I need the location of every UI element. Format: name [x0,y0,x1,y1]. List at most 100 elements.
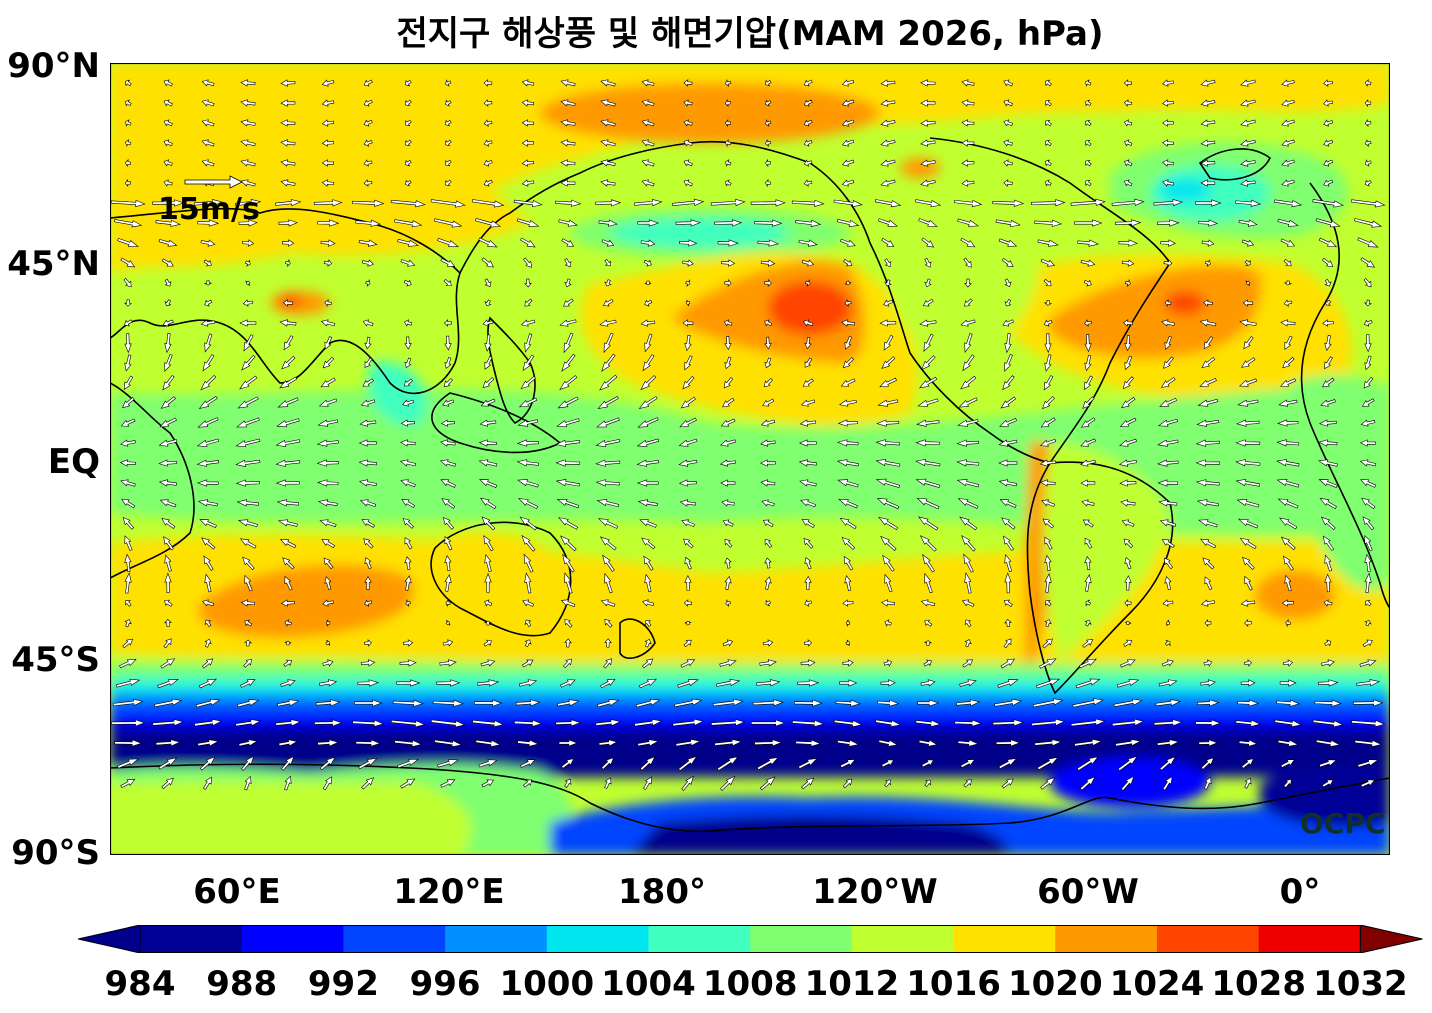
wind-vector [1111,198,1145,207]
wind-vector [114,739,143,747]
colorbar-label-1000: 1000 [499,964,595,1004]
wind-vector [957,218,979,227]
wind-vector [1044,333,1052,354]
wind-vector [992,199,1025,207]
wind-vector [679,417,697,428]
wind-vector [760,439,776,447]
wind-vector [1157,439,1179,447]
wind-vector [1362,516,1375,531]
wind-vector [239,319,257,327]
wind-vector [917,398,939,407]
wind-vector [641,537,656,550]
wind-vector [483,535,494,552]
wind-vector [275,719,302,727]
wind-vectors [110,79,1386,791]
wind-vector [998,459,1018,467]
reference-vector: 15m/s [158,175,260,227]
wind-vector [679,499,697,507]
wind-vector [321,159,335,167]
wind-vector [162,374,175,391]
wind-vector [1157,418,1178,427]
wind-vector [992,719,1024,727]
wind-vector [957,498,979,509]
wind-vector [803,79,813,87]
wind-vector [237,519,258,528]
wind-vector [840,238,856,247]
wind-vector [803,99,813,107]
wind-vector [1118,239,1138,247]
wind-vector [522,354,535,372]
colorbar-label-996: 996 [409,964,481,1004]
wind-vector [798,239,818,247]
wind-vector [921,355,936,371]
wind-vector [633,199,663,207]
wind-vector [1241,758,1255,769]
wind-vector [644,638,652,648]
wind-vector [684,334,692,352]
wind-vector [804,556,812,570]
wind-vector [1042,518,1055,529]
wind-vector [321,79,335,87]
wind-vector [558,517,579,530]
wind-vector [799,419,817,427]
east-asia-coast [459,142,691,274]
wind-vector [754,739,783,747]
wind-vector [123,277,132,288]
wind-vector [1324,554,1333,572]
wind-vector [404,336,412,350]
wind-vector [1324,356,1333,370]
wind-vector [844,574,852,591]
wind-vector [524,639,532,648]
wind-vector [402,639,414,647]
wind-vector [805,279,811,287]
wind-vector [558,219,578,227]
colorbar-label-1004: 1004 [601,964,696,1004]
wind-vector [597,396,619,409]
wind-vector [122,638,134,649]
wind-vector [162,319,174,327]
wind-vector [278,519,298,527]
wind-vector [1323,179,1334,187]
wind-vector [197,219,220,227]
wind-vector [681,519,696,527]
wind-vector [678,479,697,487]
wind-vector [358,757,378,770]
wind-vector [1082,639,1094,648]
wind-vector [1321,257,1334,268]
wind-vector [440,258,456,267]
wind-vector [404,556,412,570]
wind-vector [1238,219,1258,227]
wind-vector [1120,659,1136,668]
wind-vector [1364,572,1372,594]
greenland-coast [1198,148,1272,181]
wind-vector [396,679,421,687]
wind-vector [1080,479,1096,487]
wind-vector [1084,354,1092,372]
wind-vector [1280,238,1296,247]
wind-vector [120,418,136,427]
wind-vector [714,219,743,227]
wind-vector [319,519,337,528]
wind-vector [1240,99,1256,107]
wind-vector [602,298,614,307]
wind-vector [884,573,893,593]
wind-vector [1001,257,1014,268]
wind-vector [1195,479,1220,487]
wind-vector [1240,79,1256,87]
wind-vector [439,459,457,467]
wind-vector [1044,619,1052,628]
wind-vector [1162,775,1173,791]
wind-vector [958,397,978,408]
wind-vector [203,259,212,267]
wind-vector [445,620,451,626]
lat-label-45s: 45°S [11,640,100,680]
wind-vector [364,599,373,607]
wind-vector [798,459,817,467]
wind-vector [481,779,495,788]
wind-vector [875,439,900,447]
wind-vector [197,739,219,747]
wind-vector [440,779,456,788]
wind-vector [720,439,736,447]
wind-vector [518,397,538,408]
colorbar-cell [851,925,955,953]
